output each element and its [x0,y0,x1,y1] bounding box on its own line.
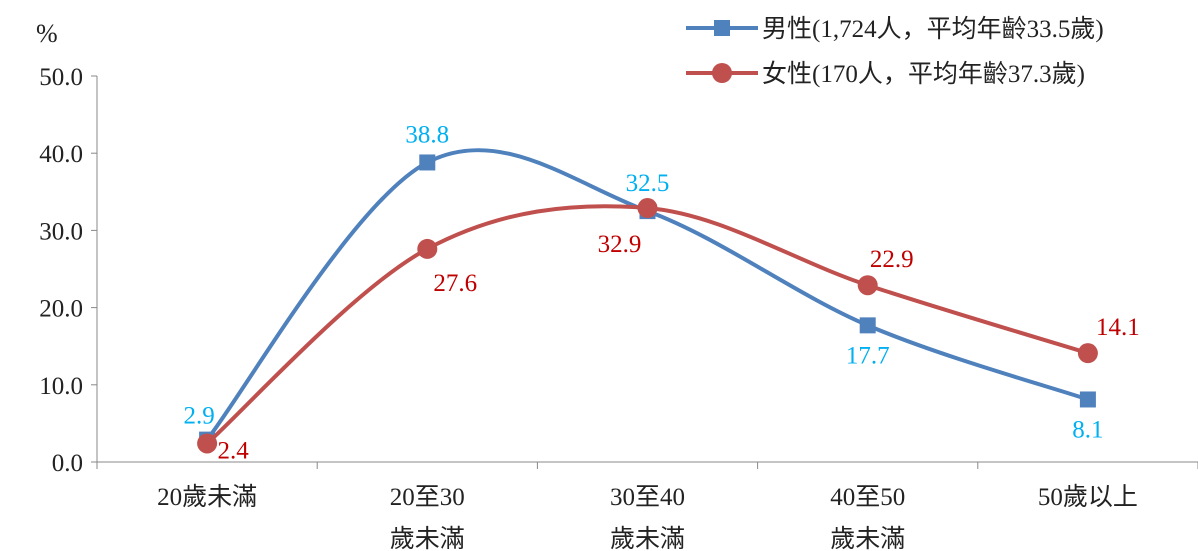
y-tick-label: 0.0 [52,450,83,477]
x-tick-label: 歲未滿 [830,525,905,551]
data-point-square [419,154,436,171]
data-label: 22.9 [870,246,914,273]
data-point-circle [417,238,438,259]
data-point-square [859,317,876,334]
axes: 0.0 10.0 20.0 30.0 40.0 50.0 20歲未滿 20至30 歲未滿 30至4… [39,64,1198,551]
data-label: 2.4 [217,437,249,464]
data-point-circle [197,433,218,454]
y-tick-label: 30.0 [39,218,83,245]
y-tick-label: 20.0 [39,296,83,323]
series-female [197,198,1098,454]
y-axis-label: % [36,19,58,48]
y-tick-label: 50.0 [39,64,83,91]
data-label: 32.9 [598,231,642,258]
x-tick-label: 50歲以上 [1038,483,1138,511]
data-label: 14.1 [1096,314,1140,341]
data-label: 8.1 [1072,416,1103,443]
data-label: 32.5 [626,170,670,197]
legend-entry: 男性(1,724人，平均年齡33.5歲) [686,15,1104,43]
data-point-circle [637,198,658,219]
data-point-circle [1077,343,1098,364]
series-layer [197,148,1098,454]
x-tick-label: 20歲未滿 [157,483,257,511]
series-line [205,204,1089,445]
y-tick-label: 40.0 [39,141,83,168]
data-label: 27.6 [433,270,477,297]
legend-marker-circle [712,63,732,83]
y-tick-label: 10.0 [39,373,83,400]
data-point-circle [857,275,878,296]
data-point-square [1079,391,1096,408]
x-tick-label: 40至50 [830,484,905,511]
data-label: 38.8 [405,121,449,148]
x-tick-label: 歲未滿 [610,525,685,551]
legend-marker-square [714,20,730,36]
legend-entry: 女性(170人，平均年齡37.3歲) [686,60,1085,88]
data-labels: 2.9 38.8 32.5 17.7 8.1 2.4 27.6 32.9 22.9 14.1 [183,121,1139,464]
legend-label: 男性(1,724人，平均年齡33.5歲) [762,15,1104,43]
legend: 男性(1,724人，平均年齡33.5歲) 女性(170人，平均年齡37.3歲) [686,15,1104,88]
data-label: 2.9 [183,403,214,430]
x-tick-label: 20至30 [390,484,465,511]
x-tick-label: 30至40 [610,484,685,511]
data-label: 17.7 [846,342,890,369]
legend-label: 女性(170人，平均年齡37.3歲) [762,60,1085,88]
x-tick-label: 歲未滿 [390,525,465,551]
